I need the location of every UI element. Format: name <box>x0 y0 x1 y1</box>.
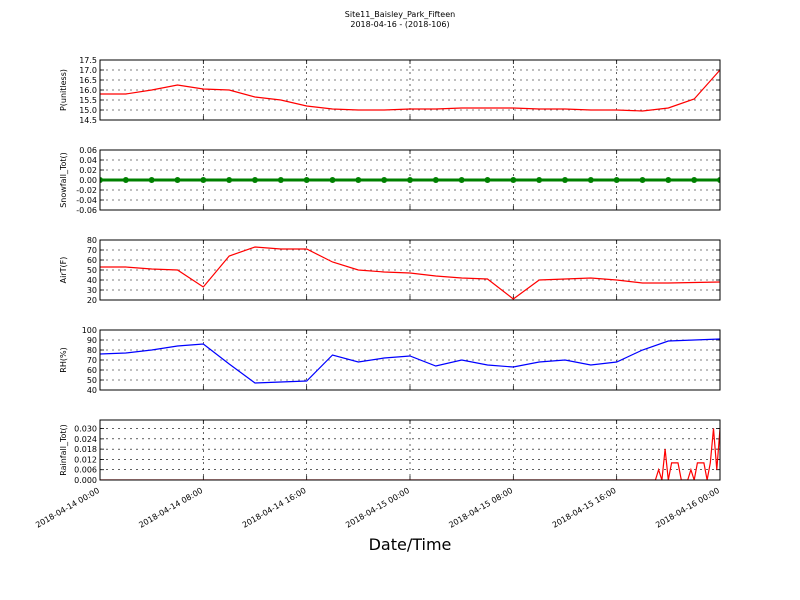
y-tick-label: 0.024 <box>74 435 97 444</box>
data-point <box>277 177 284 183</box>
x-tick-label: 2018-04-15 16:00 <box>551 486 618 530</box>
axes-border <box>99 59 721 121</box>
y-tick-label: 50 <box>87 376 97 385</box>
y-axis-label: Snowfall_Tot() <box>59 152 68 208</box>
plot-area <box>100 69 720 112</box>
y-tick-label: 80 <box>87 346 97 355</box>
y-tick-label: 40 <box>87 276 97 285</box>
data-point <box>587 177 594 183</box>
y-tick-label: 0.06 <box>79 146 97 155</box>
x-tick-label: 2018-04-15 00:00 <box>344 486 411 530</box>
y-axis-label: AirT(F) <box>59 257 68 284</box>
y-tick-label: 0.04 <box>79 156 97 165</box>
data-point <box>355 177 362 183</box>
data-point <box>122 177 129 183</box>
y-tick-label: 15.0 <box>79 106 97 115</box>
y-axis-label: RH(%) <box>59 347 68 372</box>
data-point <box>665 177 672 183</box>
x-tick-label: 2018-04-15 08:00 <box>447 486 514 530</box>
y-tick-label: 40 <box>87 386 97 395</box>
data-point <box>303 177 310 183</box>
data-line <box>100 338 720 384</box>
axes-border <box>99 419 721 481</box>
data-point <box>484 177 491 183</box>
y-tick-label: -0.02 <box>76 186 97 195</box>
y-tick-label: 70 <box>87 246 97 255</box>
y-tick-label: 0.006 <box>74 466 97 475</box>
data-point <box>717 177 720 183</box>
data-point <box>458 177 465 183</box>
y-tick-label: 0.018 <box>74 445 97 454</box>
data-point <box>148 177 155 183</box>
y-tick-label: 80 <box>87 236 97 245</box>
plot-area <box>100 177 720 183</box>
y-tick-label: 17.0 <box>79 66 97 75</box>
x-axis-label: Date/Time <box>369 535 452 554</box>
plot-area <box>100 246 720 300</box>
y-tick-label: 30 <box>87 286 97 295</box>
data-point <box>407 177 413 183</box>
data-point <box>329 177 336 183</box>
y-tick-label: 16.5 <box>79 76 97 85</box>
data-line <box>100 246 720 300</box>
y-tick-label: 0.02 <box>79 166 97 175</box>
data-point <box>536 177 543 183</box>
axes-border <box>99 239 721 301</box>
y-tick-label: 0.030 <box>74 425 97 434</box>
y-tick-label: 90 <box>87 336 97 345</box>
y-tick-label: 0.012 <box>74 455 97 464</box>
y-tick-label: 20 <box>87 296 97 305</box>
y-tick-label: 60 <box>87 256 97 265</box>
y-tick-label: 70 <box>87 356 97 365</box>
data-point <box>562 177 568 183</box>
data-point <box>613 177 620 183</box>
data-point <box>226 177 233 183</box>
data-point <box>200 177 207 183</box>
y-tick-label: 50 <box>87 266 97 275</box>
y-tick-label: 60 <box>87 366 97 375</box>
data-point <box>381 177 388 183</box>
chart-title: Site11_Baisley_Park_Fifteen <box>345 10 455 19</box>
data-line <box>100 428 720 480</box>
chart-subtitle: 2018-04-16 - (2018-106) <box>350 20 449 29</box>
y-tick-label: 16.0 <box>79 86 97 95</box>
data-point <box>100 177 103 183</box>
data-point <box>639 177 646 183</box>
axes-border <box>99 329 721 391</box>
y-tick-label: 14.5 <box>79 116 97 125</box>
plot-area <box>100 338 720 384</box>
y-axis-label: Rainfall_Tot() <box>59 424 68 476</box>
x-tick-label: 2018-04-14 16:00 <box>241 486 308 530</box>
data-point <box>252 177 258 183</box>
data-point <box>432 177 439 183</box>
data-line <box>100 69 720 112</box>
axes-border <box>99 149 721 211</box>
x-tick-label: 2018-04-14 00:00 <box>34 486 101 530</box>
y-tick-label: -0.04 <box>76 196 97 205</box>
y-tick-label: -0.06 <box>76 206 97 215</box>
data-point <box>510 177 517 183</box>
x-tick-label: 2018-04-14 08:00 <box>137 486 204 530</box>
y-tick-label: 100 <box>82 326 97 335</box>
y-tick-label: 17.5 <box>79 56 97 65</box>
y-axis-label: P(unitless) <box>59 69 68 111</box>
x-tick-label: 2018-04-16 00:00 <box>654 486 721 530</box>
y-tick-label: 15.5 <box>79 96 97 105</box>
data-point <box>691 177 698 183</box>
y-tick-label: 0.00 <box>79 176 97 185</box>
plot-area <box>100 428 720 480</box>
y-tick-label: 0.000 <box>74 476 97 485</box>
data-point <box>174 177 181 183</box>
